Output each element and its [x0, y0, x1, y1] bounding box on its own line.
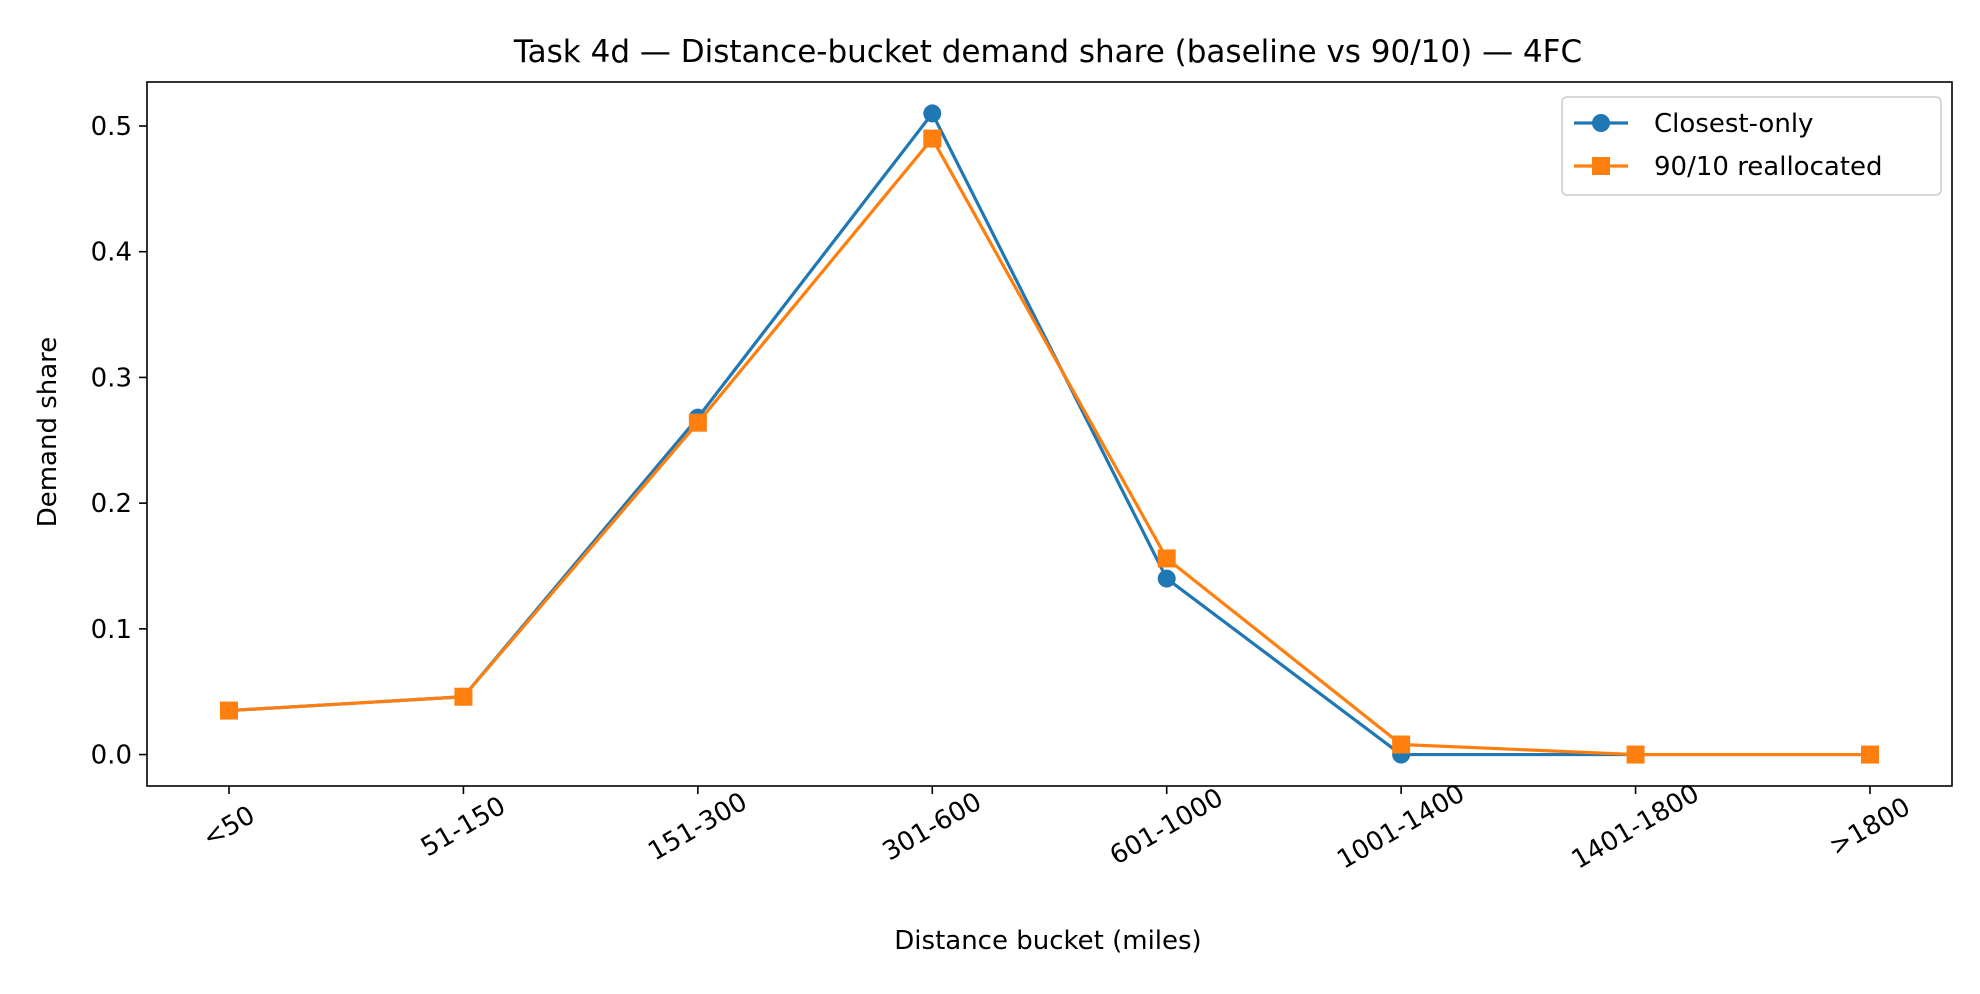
y-tick-label: 0.1 [91, 615, 132, 645]
data-point [688, 413, 707, 432]
legend-label: 90/10 reallocated [1654, 152, 1883, 182]
data-point [1157, 569, 1176, 588]
data-point [923, 104, 942, 123]
y-tick-label: 0.5 [91, 112, 132, 142]
data-point [1861, 745, 1879, 764]
series-line [228, 136, 1870, 757]
data-point [454, 687, 473, 706]
axes-frame [146, 81, 1953, 787]
data-point [1392, 735, 1411, 754]
data-point [1626, 745, 1645, 764]
y-axis-label: Demand share [33, 337, 63, 528]
x-axis-label: Distance bucket (miles) [894, 926, 1201, 956]
legend-label: Closest-only [1654, 109, 1813, 139]
chart-title: Task 4d — Distance-bucket demand share (… [513, 34, 1582, 70]
y-tick-label: 0.2 [91, 489, 132, 519]
y-tick-label: 0.4 [91, 238, 132, 268]
y-tick-label: 0.0 [91, 741, 132, 771]
data-point [923, 129, 942, 148]
legend-box [1561, 96, 1942, 196]
data-point [220, 701, 238, 720]
legend-marker [1592, 157, 1610, 175]
legend: Closest-only 90/10 reallocated [1561, 96, 1942, 196]
legend-marker [1592, 114, 1610, 132]
data-point [1157, 549, 1176, 568]
y-tick-label: 0.3 [91, 363, 132, 393]
